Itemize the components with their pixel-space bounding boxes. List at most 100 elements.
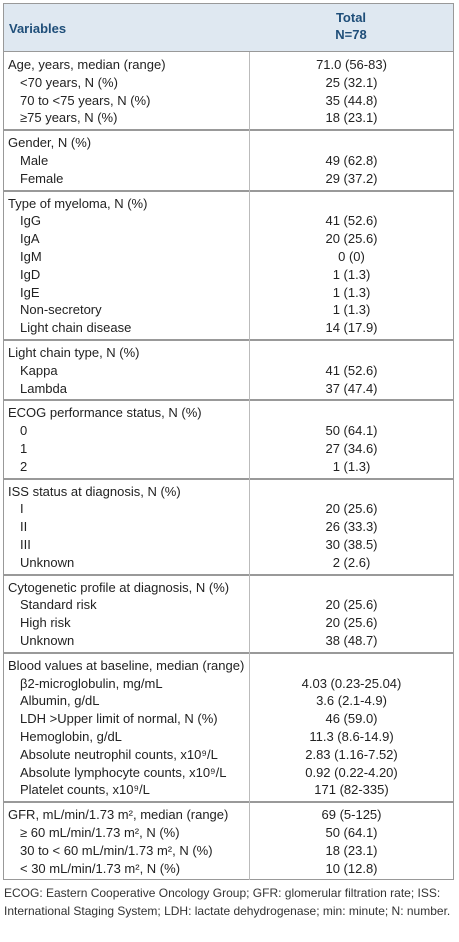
- row-value: 71.0 (56-83): [316, 57, 387, 72]
- row-label: Albumin, g/dL: [20, 693, 100, 709]
- row-label: 2: [20, 458, 28, 474]
- row-label: Female: [20, 170, 64, 186]
- row-label: Cytogenetic profile at diagnosis, N (%): [8, 579, 230, 595]
- row-value: 20 (25.6): [325, 501, 378, 517]
- column-divider: [249, 652, 250, 803]
- row-label: II: [20, 519, 28, 535]
- row-label: Absolute neutrophil counts, x10⁹/L: [20, 746, 218, 762]
- row-value: 50 (64.1): [325, 825, 378, 840]
- row-label: Kappa: [20, 362, 58, 378]
- row-label: ECOG performance status, N (%): [8, 405, 202, 421]
- row-label: Blood values at baseline, median (range): [8, 657, 245, 673]
- row-value: 20 (25.6): [325, 597, 378, 613]
- row-value: 29 (37.2): [325, 170, 378, 186]
- section-border: [3, 802, 454, 881]
- row-label: IgE: [20, 284, 40, 300]
- row-label: Non-secretory: [20, 302, 102, 318]
- row-value: 26 (33.3): [325, 519, 378, 535]
- row-value: 50 (64.1): [325, 423, 378, 439]
- row-value: 4.03 (0.23-25.04): [301, 675, 402, 691]
- row-value: 171 (82-335): [314, 782, 389, 798]
- row-label: Standard risk: [20, 597, 97, 613]
- section-border: [3, 574, 454, 653]
- row-label: IgM: [20, 249, 42, 264]
- row-label: < 30 mL/min/1.73 m², N (%): [20, 860, 181, 876]
- row-label: ≥ 60 mL/min/1.73 m², N (%): [20, 825, 180, 840]
- row-value: 18 (23.1): [325, 110, 378, 126]
- row-value: 2 (2.6): [332, 554, 371, 570]
- row-label: High risk: [20, 615, 71, 631]
- section-border: [3, 52, 454, 131]
- row-value: 1 (1.3): [332, 284, 371, 300]
- row-value: 30 (38.5): [325, 537, 378, 552]
- column-divider: [249, 52, 250, 131]
- row-label: IgG: [20, 213, 41, 229]
- row-value: 3.6 (2.1-4.9): [316, 693, 387, 709]
- row-value: 11.3 (8.6-14.9): [309, 729, 394, 744]
- row-value: 38 (48.7): [325, 633, 378, 648]
- row-label: Unknown: [20, 554, 75, 570]
- row-label: ≥75 years, N (%): [20, 110, 118, 126]
- column-divider: [249, 340, 250, 401]
- row-value: 20 (25.6): [325, 231, 378, 247]
- row-value: 25 (32.1): [325, 74, 378, 90]
- row-label: Type of myeloma, N (%): [8, 195, 148, 211]
- row-label: <70 years, N (%): [20, 74, 118, 90]
- row-label: β2-microglobulin, mg/mL: [20, 675, 163, 691]
- section-border: [3, 340, 454, 401]
- row-value: 46 (59.0): [325, 711, 378, 727]
- column-divider: [249, 478, 250, 575]
- row-label: III: [20, 537, 31, 552]
- row-value: 35 (44.8): [325, 92, 378, 108]
- header-variables: Variables: [9, 21, 67, 36]
- row-label: LDH >Upper limit of normal, N (%): [20, 711, 218, 727]
- row-value: 41 (52.6): [325, 213, 378, 229]
- row-value: 27 (34.6): [325, 441, 378, 456]
- row-value: 10 (12.8): [325, 860, 378, 876]
- row-label: Unknown: [20, 633, 75, 648]
- column-divider: [249, 190, 250, 340]
- row-label: Gender, N (%): [8, 135, 92, 151]
- column-divider: [249, 574, 250, 653]
- section-border: [3, 400, 454, 479]
- row-label: Hemoglobin, g/dL: [20, 729, 122, 744]
- row-label: IgA: [20, 231, 40, 247]
- section-border: [3, 130, 454, 191]
- section-border: [3, 652, 454, 803]
- row-label: Male: [20, 153, 49, 168]
- row-value: 37 (47.4): [325, 380, 378, 396]
- row-value: 18 (23.1): [325, 842, 378, 858]
- row-value: 1 (1.3): [332, 302, 371, 318]
- row-value: 20 (25.6): [325, 615, 378, 631]
- section-border: [3, 478, 454, 575]
- row-label: 0: [20, 423, 28, 439]
- row-label: 30 to < 60 mL/min/1.73 m², N (%): [20, 842, 213, 858]
- row-label: IgD: [20, 266, 41, 282]
- header-n: N=78: [335, 27, 367, 42]
- row-value: 69 (5-125): [321, 807, 382, 823]
- row-value: 14 (17.9): [325, 320, 378, 336]
- header-total: Total: [335, 10, 367, 25]
- row-value: 1 (1.3): [332, 458, 371, 474]
- row-label: Platelet counts, x10⁹/L: [20, 782, 150, 798]
- row-label: GFR, mL/min/1.73 m², median (range): [8, 807, 229, 823]
- row-label: Light chain disease: [20, 320, 132, 336]
- row-label: 1: [20, 441, 28, 456]
- table-header: Variables Total N=78: [3, 3, 454, 52]
- row-label: Lambda: [20, 380, 67, 396]
- footnote: ECOG: Eastern Cooperative Oncology Group…: [4, 886, 451, 918]
- row-value: 0 (0): [338, 249, 365, 264]
- column-divider: [249, 802, 250, 881]
- column-divider: [249, 130, 250, 191]
- row-label: Absolute lymphocyte counts, x10⁹/L: [20, 764, 227, 780]
- row-value: 2.83 (1.16-7.52): [305, 746, 398, 762]
- row-label: Light chain type, N (%): [8, 345, 140, 360]
- row-value: 49 (62.8): [325, 153, 378, 168]
- row-value: 0.92 (0.22-4.20): [305, 764, 398, 780]
- row-value: 1 (1.3): [332, 266, 371, 282]
- row-label: ISS status at diagnosis, N (%): [8, 483, 181, 499]
- row-label: I: [20, 501, 24, 517]
- column-divider: [249, 400, 250, 479]
- row-value: 41 (52.6): [325, 362, 378, 378]
